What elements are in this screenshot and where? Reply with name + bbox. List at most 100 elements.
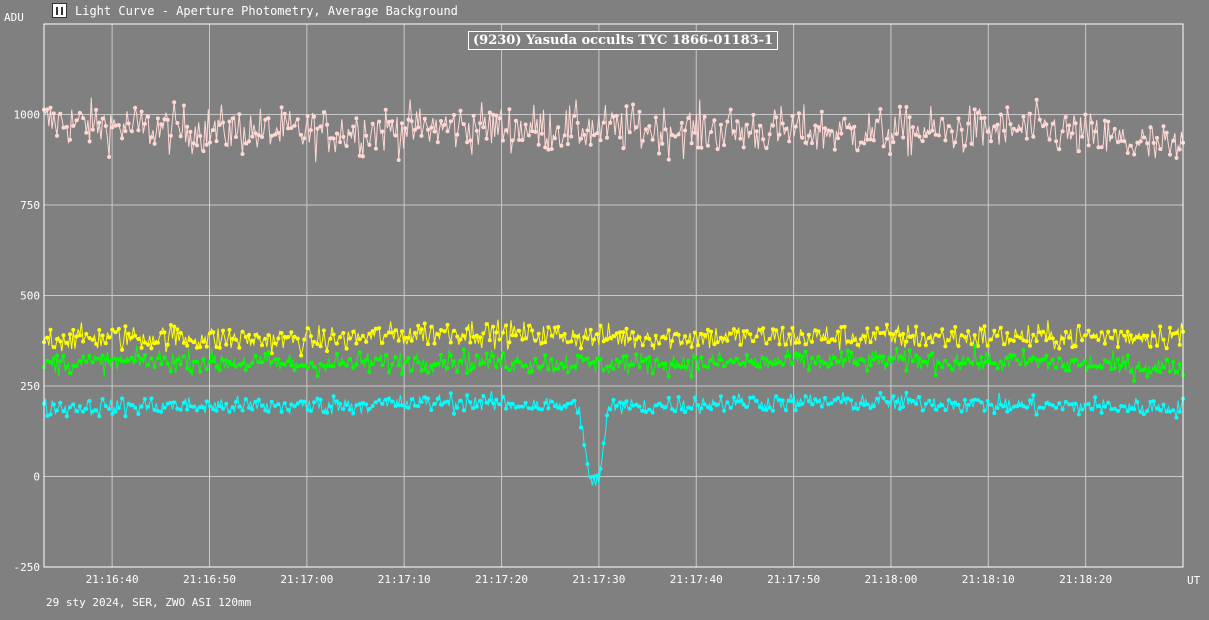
data-point — [927, 398, 932, 403]
data-point — [946, 338, 951, 343]
data-point — [605, 135, 609, 140]
data-point — [113, 123, 118, 128]
data-point — [406, 355, 411, 360]
data-point — [966, 329, 971, 334]
data-point — [188, 129, 193, 134]
data-point — [253, 131, 258, 136]
data-point — [113, 330, 118, 335]
data-point — [94, 408, 99, 413]
data-point — [266, 333, 271, 338]
data-point — [1073, 357, 1078, 362]
data-point — [442, 358, 447, 363]
data-point — [338, 335, 343, 340]
data-point — [471, 366, 476, 371]
data-point — [325, 349, 330, 354]
data-point — [351, 124, 356, 129]
data-point — [582, 335, 587, 340]
data-point — [51, 402, 56, 407]
data-point — [644, 127, 648, 132]
data-point — [871, 357, 876, 362]
data-point — [933, 407, 938, 412]
data-point — [191, 340, 196, 345]
data-point — [754, 129, 759, 134]
data-point — [520, 337, 525, 342]
data-point — [217, 368, 222, 372]
data-point — [471, 334, 476, 339]
data-point — [888, 358, 893, 363]
data-point — [396, 403, 401, 408]
data-point — [865, 137, 870, 142]
data-point — [504, 323, 509, 328]
data-point — [816, 329, 821, 334]
data-point — [936, 361, 941, 365]
data-point — [556, 125, 561, 130]
data-point — [761, 326, 766, 331]
data-point — [142, 340, 147, 345]
data-point — [465, 393, 470, 398]
data-point — [855, 406, 860, 411]
data-point — [1044, 338, 1049, 343]
data-point — [126, 331, 131, 336]
data-point — [1024, 360, 1029, 365]
data-point — [370, 329, 375, 334]
data-point — [618, 360, 622, 365]
data-point — [842, 116, 847, 121]
data-point — [1015, 334, 1019, 339]
data-point — [780, 325, 785, 330]
data-point — [370, 121, 375, 126]
data-point — [129, 129, 134, 134]
data-point — [360, 400, 365, 405]
data-point — [881, 144, 886, 149]
data-point — [71, 363, 76, 368]
data-point — [334, 399, 339, 404]
data-point — [1151, 366, 1156, 371]
data-point — [627, 336, 632, 341]
data-point — [302, 337, 307, 342]
data-point — [292, 123, 297, 128]
data-point — [1024, 405, 1029, 410]
data-point — [624, 399, 629, 404]
data-point — [744, 122, 749, 127]
data-point — [1018, 127, 1023, 132]
data-point — [787, 139, 792, 144]
data-point — [81, 409, 86, 414]
data-point — [692, 330, 697, 335]
data-point — [1119, 404, 1124, 408]
data-point — [836, 396, 840, 400]
data-point — [1047, 336, 1052, 341]
data-point — [276, 402, 281, 407]
data-point — [881, 330, 886, 335]
data-point — [1063, 329, 1068, 334]
data-point — [517, 328, 522, 333]
data-point — [526, 323, 531, 328]
data-point — [341, 407, 346, 411]
data-point — [771, 327, 775, 332]
data-point — [87, 139, 92, 144]
data-point — [868, 137, 873, 142]
data-point — [640, 343, 645, 348]
data-point — [621, 401, 626, 406]
data-point — [253, 399, 258, 404]
data-point — [777, 342, 782, 347]
data-point — [413, 330, 417, 335]
data-point — [1161, 124, 1166, 129]
data-point — [237, 112, 242, 117]
data-point — [901, 357, 906, 362]
data-point — [735, 356, 740, 361]
data-point — [416, 360, 421, 365]
data-point — [168, 323, 173, 327]
data-point — [1177, 409, 1182, 414]
data-point — [100, 116, 105, 121]
data-point — [1102, 404, 1107, 409]
data-point — [1070, 358, 1075, 363]
data-point — [653, 115, 658, 120]
data-point — [465, 326, 470, 331]
data-point — [517, 404, 522, 409]
data-point — [829, 337, 834, 342]
data-point — [383, 333, 388, 338]
data-point — [445, 322, 450, 327]
data-point — [901, 135, 906, 140]
data-point — [966, 357, 971, 362]
data-point — [771, 408, 775, 413]
data-point — [1135, 140, 1140, 145]
